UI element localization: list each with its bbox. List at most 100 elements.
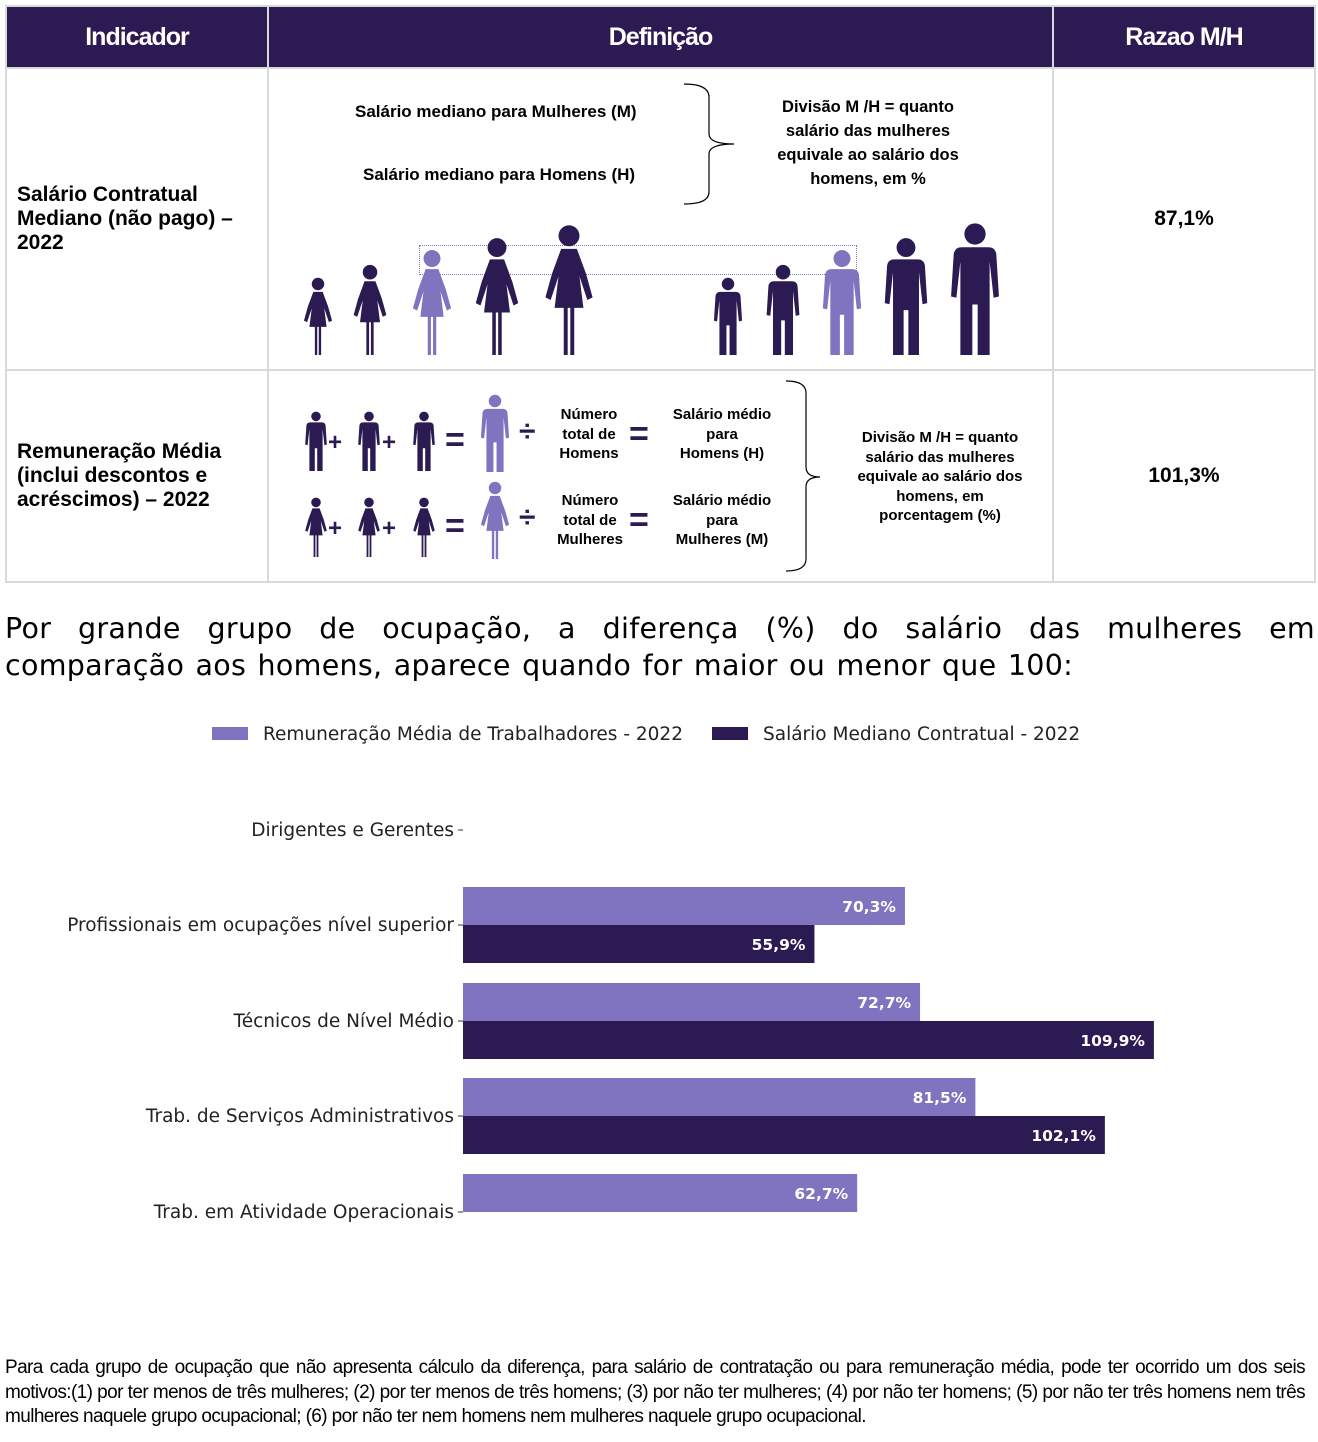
bar [463,1174,858,1212]
indicator-line: (inclui descontos e [17,464,208,487]
division-line: homens, em [896,487,984,505]
data-label: 102,1% [1031,1127,1096,1145]
data-label: 72,7% [857,994,911,1012]
indicator-name-salario-contratual: Salário Contratual Mediano (não pago) – … [5,67,269,371]
man-icon [762,264,804,355]
bar [463,1021,1154,1059]
label-line: total de [563,511,617,529]
plus-sign: + [328,515,343,542]
category-label: Profissionais em ocupações nível superio… [67,915,454,936]
plus-sign: + [328,429,343,456]
category-label: Trab. em Atividade Operacionais [153,1202,454,1223]
women-median-label: Salário mediano para Mulheres (M) [355,102,637,121]
woman-icon [408,497,440,557]
man-icon [408,411,440,471]
data-label: 70,3% [842,898,896,916]
women-count-label: Número total de Mulheres [545,491,635,550]
label-line: Mulheres (M) [675,531,769,548]
man-median-icon [818,249,866,355]
men-count-label: Número total de Homens [545,405,633,464]
bar [463,887,905,925]
woman-icon [349,264,391,355]
woman-icon [469,237,525,355]
label-line: para [706,425,738,443]
man-average-icon [473,394,517,472]
data-label: 62,7% [794,1185,848,1203]
equals-sign: = [445,507,465,545]
indicator-line: 2022 [17,231,64,254]
label-line: para [706,511,738,529]
ratio-remuneracao-media: 101,3% [1052,369,1316,583]
plus-sign: + [382,429,397,456]
division-line: homens, em % [810,170,926,188]
women-average-label: Salário médio para Mulheres (M) [661,491,783,550]
label-line: Homens (H) [679,445,765,462]
woman-icon [537,224,601,355]
category-label: Técnicos de Nível Médio [233,1011,454,1032]
indicator-line: Salário Contratual [17,183,198,206]
footnote: Para cada grupo de ocupação que não apre… [5,1357,1306,1427]
woman-median-icon [407,249,457,355]
indicator-line: Mediano (não pago) – [17,207,233,230]
label-line: total de [562,425,616,443]
label-line: Número [561,492,619,509]
header-definition: Definição [267,5,1054,69]
label-line: Homens [559,445,619,462]
division-line: Divisão M /H = quanto [861,429,1019,446]
ratio-salario-contratual: 87,1% [1052,67,1316,371]
division-line: salário das mulheres [865,448,1015,466]
data-label: 55,9% [752,936,806,954]
division-line: equivale ao salário dos [777,146,959,164]
bar-chart: Remuneração Média de Trabalhadores - 202… [67,724,1154,1223]
indicator-line: acréscimos) – 2022 [17,488,210,511]
equals-sign: = [629,501,649,539]
indicator-line: Remuneração Média [17,440,222,463]
bar [463,1078,976,1116]
brace-icon [785,380,821,572]
definition-remuneracao-media: + + = ÷ Número total de Homens = Salário… [267,369,1054,583]
category-label: Dirigentes e Gerentes [251,820,454,841]
legend-label: Salário Mediano Contratual - 2022 [763,724,1080,745]
table-row: Salário Contratual Mediano (não pago) – … [5,67,1316,371]
definition-salario-contratual: Salário mediano para Mulheres (M) Salári… [267,67,1054,371]
label-line: Salário médio [672,406,772,423]
label-line: Salário médio [672,492,772,509]
man-icon [878,237,934,355]
section-heading: Por grande grupo de ocupação, a diferenç… [5,612,1315,682]
data-label: 109,9% [1080,1032,1145,1050]
legend-swatch [212,727,248,740]
woman-icon [300,277,336,355]
label-line: Número [560,406,618,423]
plus-sign: + [382,515,397,542]
division-description: Divisão M /H = quanto salário das mulher… [761,95,975,191]
man-icon [353,411,385,471]
indicator-name-remuneracao-media: Remuneração Média (inclui descontos e ac… [5,369,269,583]
woman-average-icon [473,481,517,559]
men-average-label: Salário médio para Homens (H) [661,405,783,464]
division-line: porcentagem (%) [879,507,1001,524]
data-label: 81,5% [913,1089,967,1107]
label-line: Mulheres [557,531,623,548]
legend-label: Remuneração Média de Trabalhadores - 202… [263,724,683,745]
man-icon [943,222,1007,355]
header-indicator: Indicador [5,5,269,69]
bar [463,1116,1105,1154]
table-row: Remuneração Média (inclui descontos e ac… [5,369,1316,583]
equals-sign: = [629,415,649,453]
header-ratio: Razao M/H [1052,5,1316,69]
division-line: Divisão M /H = quanto [782,98,954,116]
divide-sign: ÷ [519,501,536,534]
indicator-table: Indicador Definição Razao M/H Salário Co… [5,5,1316,583]
division-line: salário das mulheres [785,122,951,140]
woman-icon [353,497,385,557]
division-line: equivale ao salário dos [857,468,1023,485]
equals-sign: = [445,421,465,459]
legend-swatch [712,727,748,740]
bar [463,983,921,1021]
brace-icon [683,83,735,205]
bar [463,925,815,963]
man-icon [710,277,746,355]
division-description: Divisão M /H = quanto salário das mulher… [835,428,1045,526]
divide-sign: ÷ [519,415,536,448]
category-label: Trab. de Serviços Administrativos [145,1106,454,1127]
